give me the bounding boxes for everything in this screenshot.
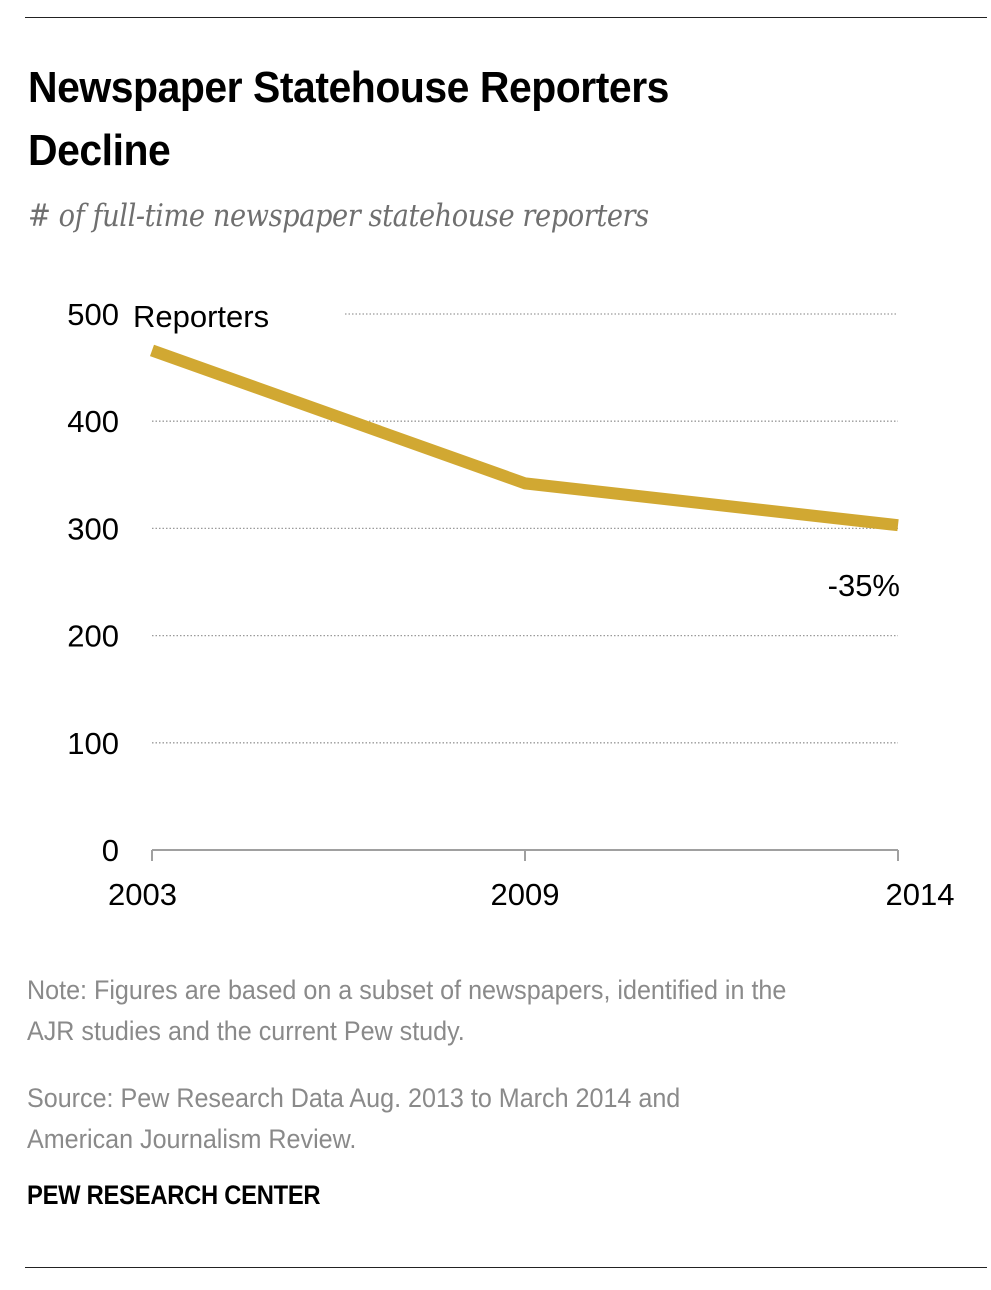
change-annotation: -35% [828,568,900,603]
note-line-2: AJR studies and the current Pew study. [27,1016,465,1046]
brand-label: PEW RESEARCH CENTER [27,1180,321,1210]
bottom-rule [25,1267,987,1268]
y-tick-label: 400 [67,404,119,439]
chart-note: Note: Figures are based on a subset of n… [27,970,786,1052]
x-tick-label: 2003 [108,877,177,912]
y-axis-tick-labels: 0 100 200 300 400 500 [67,297,119,868]
source-line-1: Source: Pew Research Data Aug. 2013 to M… [27,1083,681,1113]
gridlines [152,313,898,744]
chart-title-line-1: Newspaper Statehouse Reporters [28,63,669,112]
y-tick-label: 100 [67,726,119,761]
source-line-2: American Journalism Review. [27,1124,357,1154]
x-axis: 2003 2009 2014 [108,849,955,912]
series-line [149,344,899,532]
y-tick-label: 500 [67,297,119,332]
x-tick-label: 2009 [491,877,560,912]
y-tick-label: 300 [67,511,119,546]
chart-subtitle: # of full-time newspaper statehouse repo… [28,198,649,234]
chart-title: Newspaper Statehouse Reporters Decline [28,56,865,182]
top-rule [25,17,987,18]
series-layer [149,344,899,532]
chart-source: Source: Pew Research Data Aug. 2013 to M… [27,1078,680,1160]
x-tick-label: 2014 [886,877,955,912]
chart-title-line-2: Decline [28,126,171,175]
y-tick-label: 0 [102,833,119,868]
y-tick-label: 200 [67,619,119,654]
note-line-1: Note: Figures are based on a subset of n… [27,975,787,1005]
y-axis-unit-label: Reporters [133,299,269,334]
